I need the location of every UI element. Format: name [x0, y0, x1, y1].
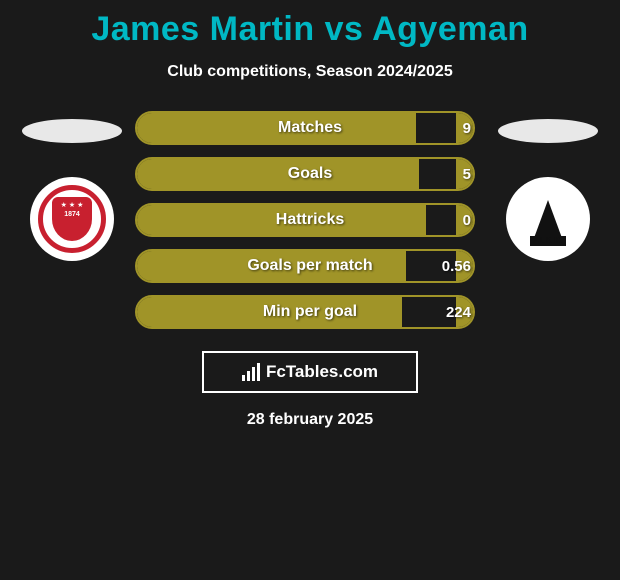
left-badge-stars-icon: ★★★: [61, 201, 84, 209]
stat-value: 0: [463, 212, 471, 229]
stat-bar-left-fill: [137, 159, 419, 189]
right-badge-text: ALKIR: [533, 236, 562, 245]
left-player-avatar: [22, 119, 122, 143]
stat-value: 5: [463, 166, 471, 183]
comparison-widget: James Martin vs Agyeman Club competition…: [0, 0, 620, 429]
stat-label: Hattricks: [276, 211, 344, 229]
stat-value: 0.56: [442, 258, 471, 275]
stat-value: 224: [446, 304, 471, 321]
site-logo-text: FcTables.com: [266, 362, 378, 382]
stats-list: Matches 9 Goals 5 Hattricks 0 Goals per match 0…: [135, 111, 485, 329]
right-player-avatar: [498, 119, 598, 143]
stat-row: Goals per match 0.56: [135, 249, 485, 283]
stat-label: Matches: [278, 119, 342, 137]
left-player-col: ★★★ 1874: [17, 111, 127, 261]
stat-row: Goals 5: [135, 157, 485, 191]
stat-label: Min per goal: [263, 303, 357, 321]
stat-label: Goals: [288, 165, 332, 183]
right-badge-steeple-icon: [534, 200, 562, 238]
site-logo[interactable]: FcTables.com: [202, 351, 418, 393]
left-club-badge: ★★★ 1874: [30, 177, 114, 261]
left-badge-shield: ★★★ 1874: [52, 197, 92, 241]
date-label: 28 february 2025: [0, 411, 620, 429]
right-badge-inner: ALKIR: [514, 185, 582, 253]
stat-label: Goals per match: [247, 257, 372, 275]
stat-bar-left-fill: [137, 113, 416, 143]
stat-row: Hattricks 0: [135, 203, 485, 237]
page-title: James Martin vs Agyeman: [0, 0, 620, 49]
subtitle: Club competitions, Season 2024/2025: [0, 63, 620, 81]
left-badge-ring: ★★★ 1874: [38, 185, 106, 253]
bar-chart-icon: [242, 363, 260, 381]
right-player-col: ALKIR: [493, 111, 603, 261]
stat-row: Min per goal 224: [135, 295, 485, 329]
stat-row: Matches 9: [135, 111, 485, 145]
stat-value: 9: [463, 120, 471, 137]
right-club-badge: ALKIR: [506, 177, 590, 261]
main-area: ★★★ 1874 Matches 9 Goals 5 Hattricks 0 Goals p…: [0, 111, 620, 329]
left-badge-year: 1874: [64, 211, 80, 218]
